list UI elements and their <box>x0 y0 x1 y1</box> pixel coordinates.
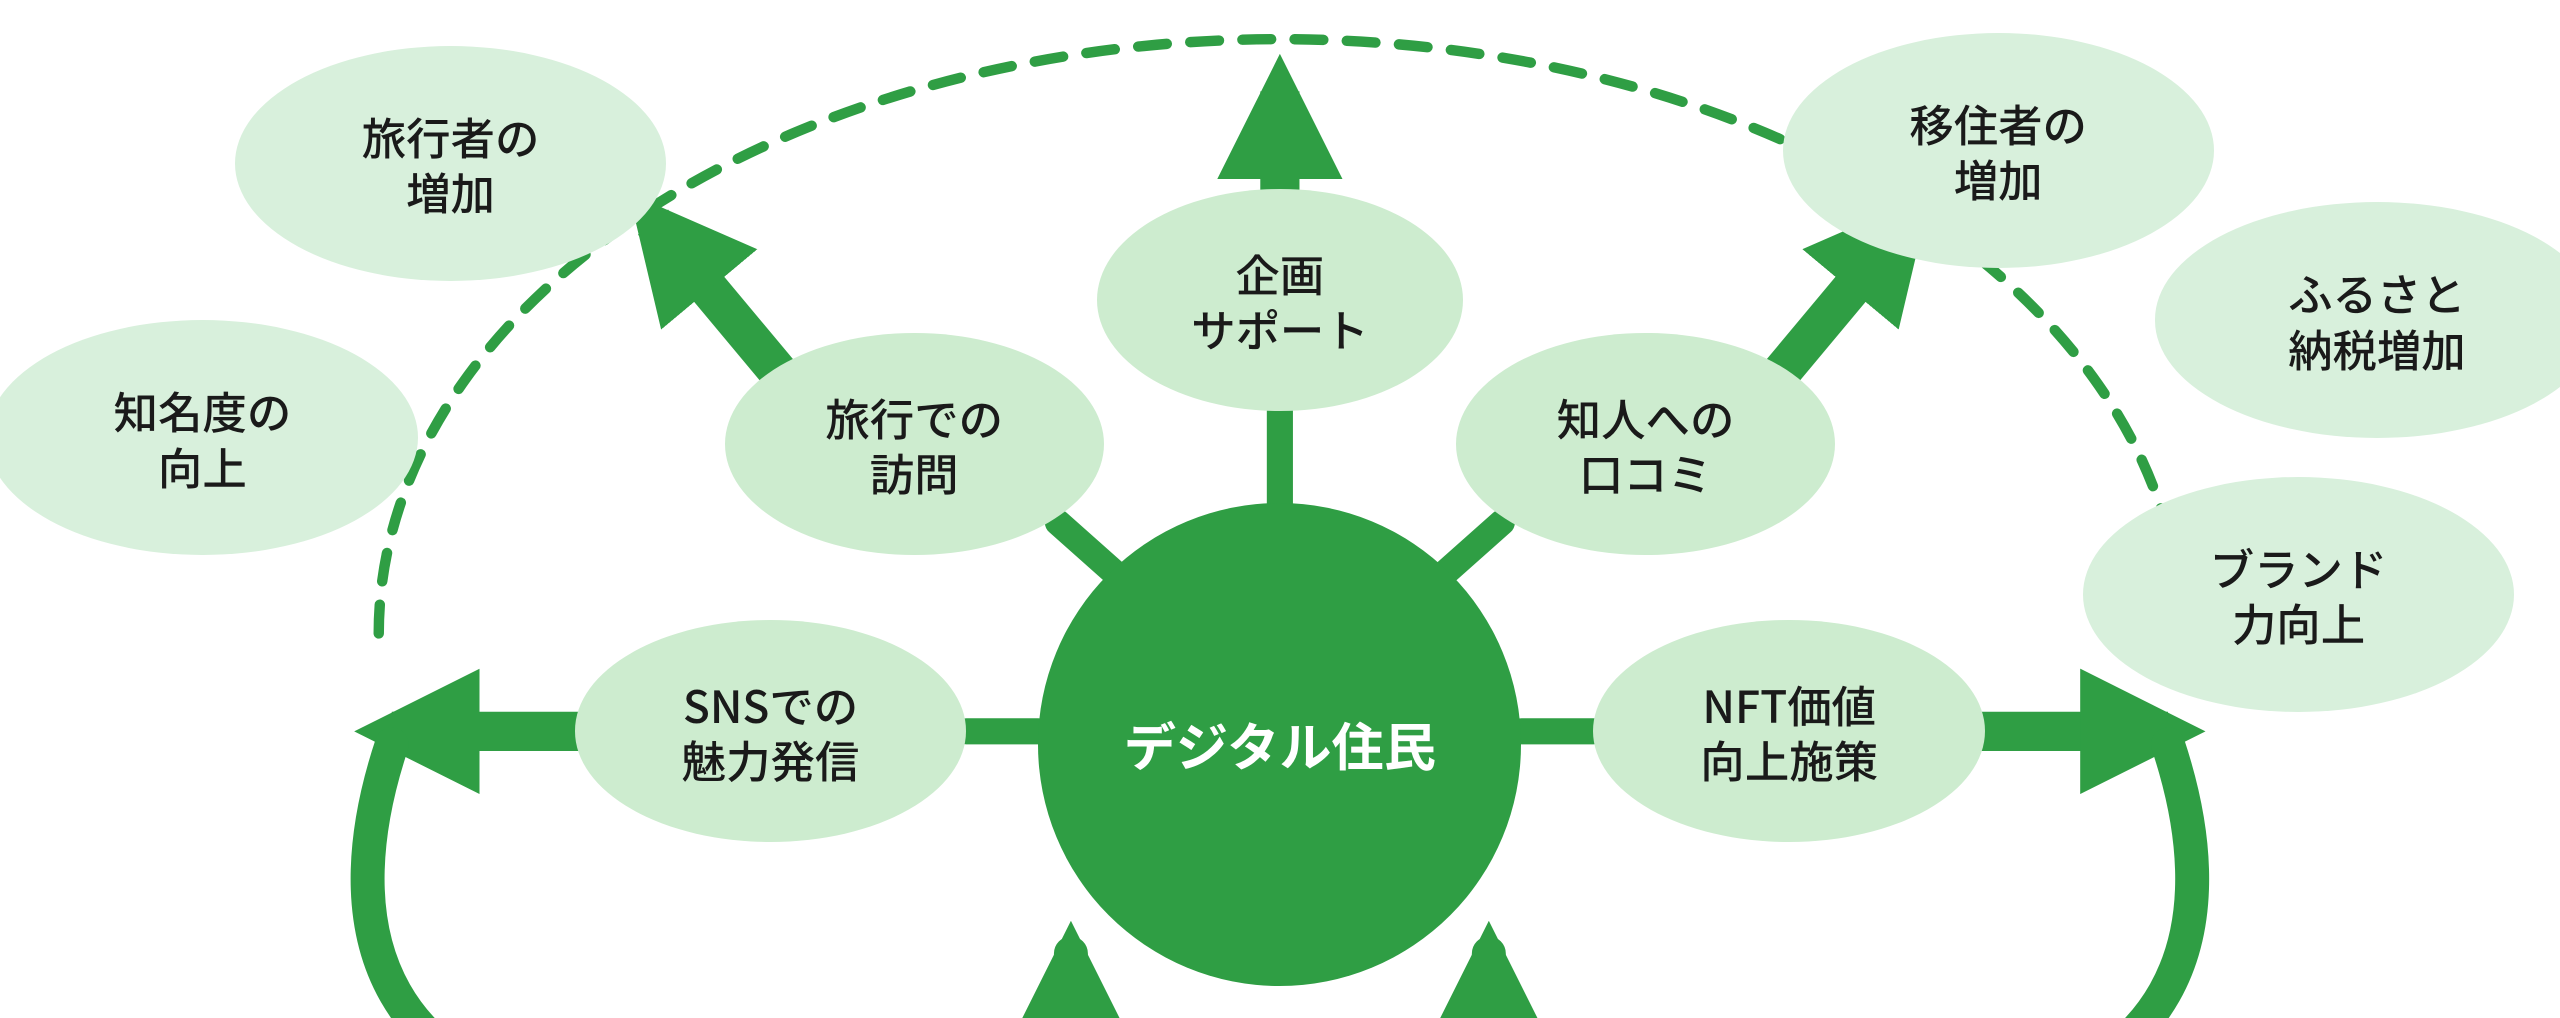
outer-ellipse-furusato: ふるさと 納税増加 <box>2155 202 2560 437</box>
inner-ellipse-nftval: NFT価値 向上施策 <box>1593 620 1985 842</box>
inner-ellipse-travel: 旅行での 訪問 <box>725 333 1104 555</box>
diagram-stage: デジタル住民 SNSでの 魅力発信 旅行での 訪問企画 サポート知人への 口コミ NF… <box>0 0 2560 1018</box>
outer-ellipse-brand: ブランド 力向上 <box>2083 477 2514 712</box>
outer-ellipse-travelers: 旅行者の 増加 <box>235 46 666 281</box>
inner-ellipse-word: 知人への 口コミ <box>1456 333 1835 555</box>
spoke-word <box>1443 522 1502 574</box>
spoke-travel <box>1058 522 1117 574</box>
inner-ellipse-sns: SNSでの 魅力発信 <box>575 620 967 842</box>
inner-ellipse-plan: 企画 サポート <box>1097 189 1463 411</box>
outer-ellipse-fame: 知名度の 向上 <box>0 320 418 555</box>
outer-ellipse-migrants: 移住者の 増加 <box>1783 33 2214 268</box>
center-node: デジタル住民 <box>1038 503 1521 986</box>
arrow-out-travel <box>653 222 784 379</box>
